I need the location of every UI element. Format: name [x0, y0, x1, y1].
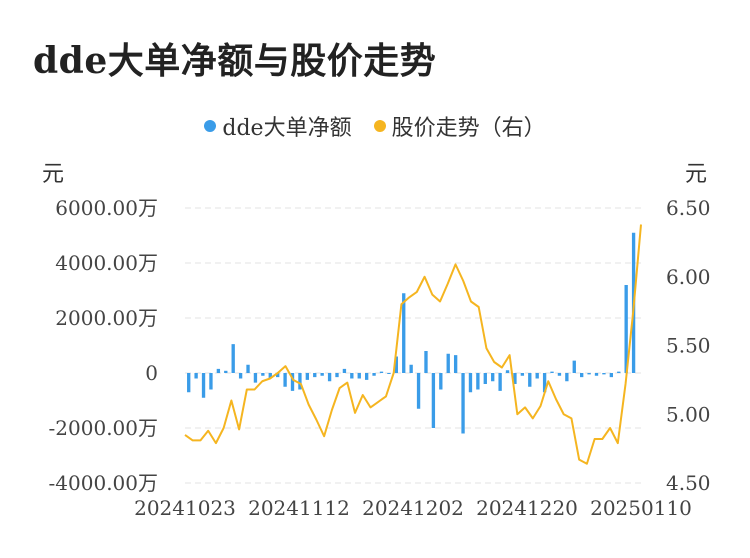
- bar: [394, 356, 398, 373]
- bar: [505, 370, 510, 373]
- bar: [587, 373, 591, 375]
- legend: dde大单净额 股价走势（右）: [0, 110, 750, 142]
- bar: [565, 373, 569, 382]
- bar: [416, 373, 421, 409]
- bar: [491, 373, 495, 382]
- bar: [342, 368, 347, 374]
- right-tick-label: 5.00: [666, 402, 711, 426]
- bar: [557, 373, 562, 376]
- bar: [513, 373, 517, 384]
- bar: [276, 373, 280, 378]
- bar: [290, 373, 295, 391]
- bar: [305, 373, 310, 380]
- legend-dot-bar-icon: [204, 120, 217, 132]
- bar: [261, 373, 265, 376]
- bar: [216, 368, 221, 374]
- bar: [617, 371, 621, 374]
- bar: [313, 373, 317, 378]
- bar: [372, 373, 376, 376]
- right-axis-unit: 元: [684, 162, 707, 187]
- bar: [238, 373, 243, 379]
- bar: [594, 373, 599, 376]
- bar: [550, 371, 554, 374]
- legend-label-dde: dde大单净额: [222, 116, 352, 141]
- bar: [483, 373, 487, 384]
- left-tick-label: -4000.00万: [49, 471, 158, 495]
- bar: [476, 373, 480, 390]
- left-tick-label: 2000.00万: [55, 306, 158, 330]
- bar: [439, 373, 443, 390]
- bar: [224, 370, 228, 373]
- bar: [572, 360, 576, 374]
- x-tick-label: 20241202: [362, 496, 464, 520]
- bar: [468, 373, 473, 393]
- bar: [431, 373, 436, 428]
- right-tick-label: 6.50: [666, 196, 711, 220]
- bar: [542, 373, 547, 393]
- bar: [461, 373, 465, 434]
- bar: [320, 373, 324, 376]
- bar: [187, 373, 191, 393]
- left-tick-label: 4000.00万: [55, 251, 158, 275]
- bar: [253, 373, 258, 383]
- bar: [520, 373, 525, 376]
- left-tick-label: 6000.00万: [55, 196, 158, 220]
- x-tick-label: 20241023: [134, 496, 236, 520]
- bar: [335, 373, 339, 378]
- bar: [580, 373, 584, 378]
- legend-label-price: 股价走势（右）: [391, 116, 546, 141]
- bar: [498, 373, 502, 391]
- bar: [424, 351, 428, 373]
- bar: [387, 373, 391, 374]
- bar: [298, 373, 302, 390]
- bar: [528, 373, 532, 387]
- legend-dot-line-icon: [373, 120, 386, 132]
- legend-item-dde[interactable]: dde大单净额: [204, 110, 352, 142]
- left-tick-label: -2000.00万: [49, 416, 158, 440]
- bar: [446, 353, 450, 373]
- bar: [327, 373, 332, 382]
- bar: [402, 293, 406, 373]
- x-tick-label: 20241220: [476, 496, 578, 520]
- bar: [379, 371, 384, 374]
- legend-item-price[interactable]: 股价走势（右）: [373, 110, 546, 142]
- bar: [535, 373, 539, 379]
- left-tick-label: 0: [145, 361, 158, 385]
- x-tick-label: 20250110: [590, 496, 692, 520]
- bar: [453, 355, 458, 374]
- bar: [602, 373, 606, 375]
- bar: [409, 364, 413, 373]
- bar: [283, 373, 287, 387]
- right-tick-label: 4.50: [666, 471, 711, 495]
- right-tick-label: 5.50: [666, 334, 711, 358]
- bar: [246, 364, 250, 373]
- bar: [357, 373, 361, 379]
- bar: [350, 373, 354, 379]
- bar: [609, 373, 614, 378]
- chart-title: dde大单净额与股价走势: [33, 40, 437, 82]
- right-tick-label: 6.00: [666, 265, 711, 289]
- left-axis-unit: 元: [42, 162, 65, 187]
- bar: [201, 373, 206, 398]
- bar: [624, 285, 628, 373]
- bar: [364, 373, 369, 380]
- bar: [231, 344, 235, 374]
- bar: [194, 373, 198, 379]
- bar: [209, 373, 213, 390]
- x-tick-label: 20241112: [248, 496, 350, 520]
- bar: [268, 373, 272, 379]
- price-line: [184, 224, 642, 465]
